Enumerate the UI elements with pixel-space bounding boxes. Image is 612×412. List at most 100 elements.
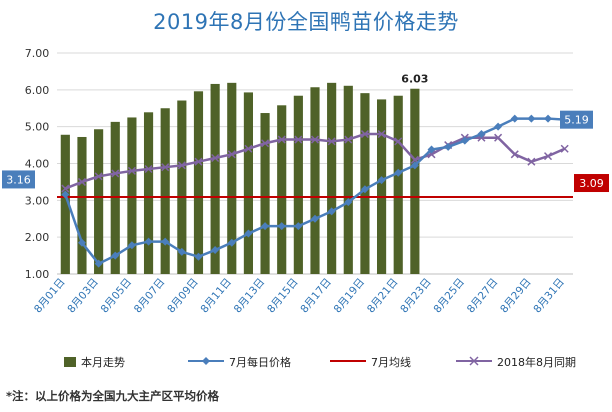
chart-title: 2019年8月份全国鸭苗价格走势 [153, 10, 459, 34]
bar [210, 83, 220, 274]
july-last-label: 5.19 [564, 114, 589, 127]
bar [410, 88, 420, 274]
x-tick-label: 8月31日 [531, 276, 567, 315]
july-daily-point [510, 114, 519, 123]
july-first-callout [2, 170, 35, 189]
last-year-point [161, 163, 170, 172]
line-series [57, 114, 573, 268]
bar [360, 93, 370, 274]
july-daily-point [410, 161, 419, 170]
last-year-point [277, 135, 286, 144]
bar [310, 87, 320, 274]
legend-label-bars: 本月走势 [81, 356, 125, 369]
july-daily-point [277, 222, 286, 231]
x-tick-label: 8月17日 [298, 276, 334, 315]
x-tick-label: 8月07日 [132, 276, 168, 315]
last-year-point [527, 157, 536, 166]
last-year-point [211, 153, 220, 163]
july-daily-point [244, 229, 253, 238]
last-year-point [344, 135, 353, 144]
x-tick-label: 8月15日 [265, 276, 301, 315]
july-daily-point [427, 145, 436, 154]
y-tick-label: 3.00 [25, 194, 50, 207]
bar [177, 100, 187, 274]
july-daily-point [227, 238, 236, 247]
x-tick-label: 8月03日 [65, 276, 101, 315]
last-year-point [144, 164, 153, 174]
x-tick-label: 8月11日 [198, 276, 234, 315]
july-daily-point [377, 176, 386, 185]
july-last-callout [560, 110, 593, 129]
last-year-point [560, 144, 569, 153]
footnote: *注：以上价格为全国九大主产区平均价格 [6, 389, 220, 403]
bar [327, 82, 337, 275]
chart-area: 1.002.003.004.005.006.007.00 8月01日8月03日8… [2, 47, 609, 315]
july-daily-point [344, 198, 353, 207]
july-daily-point [477, 130, 486, 139]
last-year-point [394, 137, 403, 146]
bar [293, 95, 303, 274]
legend: 本月走势 7月每日价格 7月均线 2018年8月同期 [60, 354, 610, 374]
july-daily-point [294, 222, 303, 231]
july-first-label: 3.16 [6, 173, 31, 186]
bar [143, 112, 154, 274]
july-daily-point [194, 252, 203, 261]
july-daily-point [327, 207, 336, 216]
bar [393, 95, 403, 274]
data-labels: 6.03 3.16 5.19 3.09 [2, 73, 609, 193]
july-daily-point [61, 190, 70, 199]
y-tick-label: 1.00 [25, 268, 50, 281]
last-year-point [294, 135, 303, 144]
legend-item-bars: 本月走势 [64, 354, 125, 370]
last-year-point [244, 144, 253, 153]
bar [260, 113, 270, 274]
legend-line-red-swatch [330, 356, 366, 369]
july-daily-point [111, 251, 120, 260]
last-year-point [310, 135, 320, 144]
x-tick-label: 8月09日 [165, 276, 201, 315]
july-daily-point [261, 222, 270, 231]
y-tick-label: 4.00 [25, 158, 50, 171]
x-tick-label: 8月19日 [332, 276, 368, 315]
july-daily-point [161, 237, 170, 246]
last-year-point [111, 169, 120, 178]
x-tick-label: 8月29日 [498, 276, 534, 315]
july-daily-point [360, 185, 369, 194]
last-year-point [194, 157, 203, 166]
bar [243, 92, 253, 274]
legend-bar-swatch [64, 357, 76, 367]
july-avg-label: 3.09 [579, 177, 604, 190]
bar [127, 117, 137, 274]
july-daily-point [494, 122, 503, 131]
bar [377, 99, 387, 274]
last-year-point [77, 177, 86, 186]
legend-line-x-swatch [456, 355, 492, 369]
x-tick-label: 8月05日 [99, 276, 135, 315]
legend-item-july-daily: 7月每日价格 [188, 354, 291, 370]
last-year-point [227, 150, 236, 159]
last-year-point [510, 150, 519, 159]
july-daily-point [311, 214, 319, 223]
july-daily-point [211, 246, 220, 255]
july-avg-callout [574, 174, 609, 193]
y-axis: 1.00 2.00 3.00 4.00 5.00 6.00 7.00 [25, 47, 50, 281]
legend-label-july-daily: 7月每日价格 [229, 356, 291, 369]
last-year-point [61, 184, 70, 193]
bar [277, 105, 287, 274]
last-year-point [327, 137, 336, 146]
last-year-point [360, 130, 369, 139]
x-tick-label: 8月01日 [32, 276, 68, 315]
x-tick-label: 8月13日 [232, 276, 268, 315]
last-year-point [261, 139, 270, 148]
legend-item-last-year: 2018年8月同期 [456, 354, 576, 370]
x-tick-label: 8月21日 [365, 276, 401, 315]
y-tick-label: 7.00 [25, 47, 50, 60]
legend-label-last-year: 2018年8月同期 [497, 356, 576, 369]
x-axis: 8月01日8月03日8月05日8月07日8月09日8月11日8月13日8月15日… [32, 273, 573, 315]
july-daily-point [460, 136, 469, 145]
july-daily-point [94, 259, 103, 268]
last-year-point [544, 152, 553, 161]
last-year-point [177, 161, 186, 170]
july-daily-point [144, 237, 153, 246]
last-year-point [127, 166, 136, 175]
